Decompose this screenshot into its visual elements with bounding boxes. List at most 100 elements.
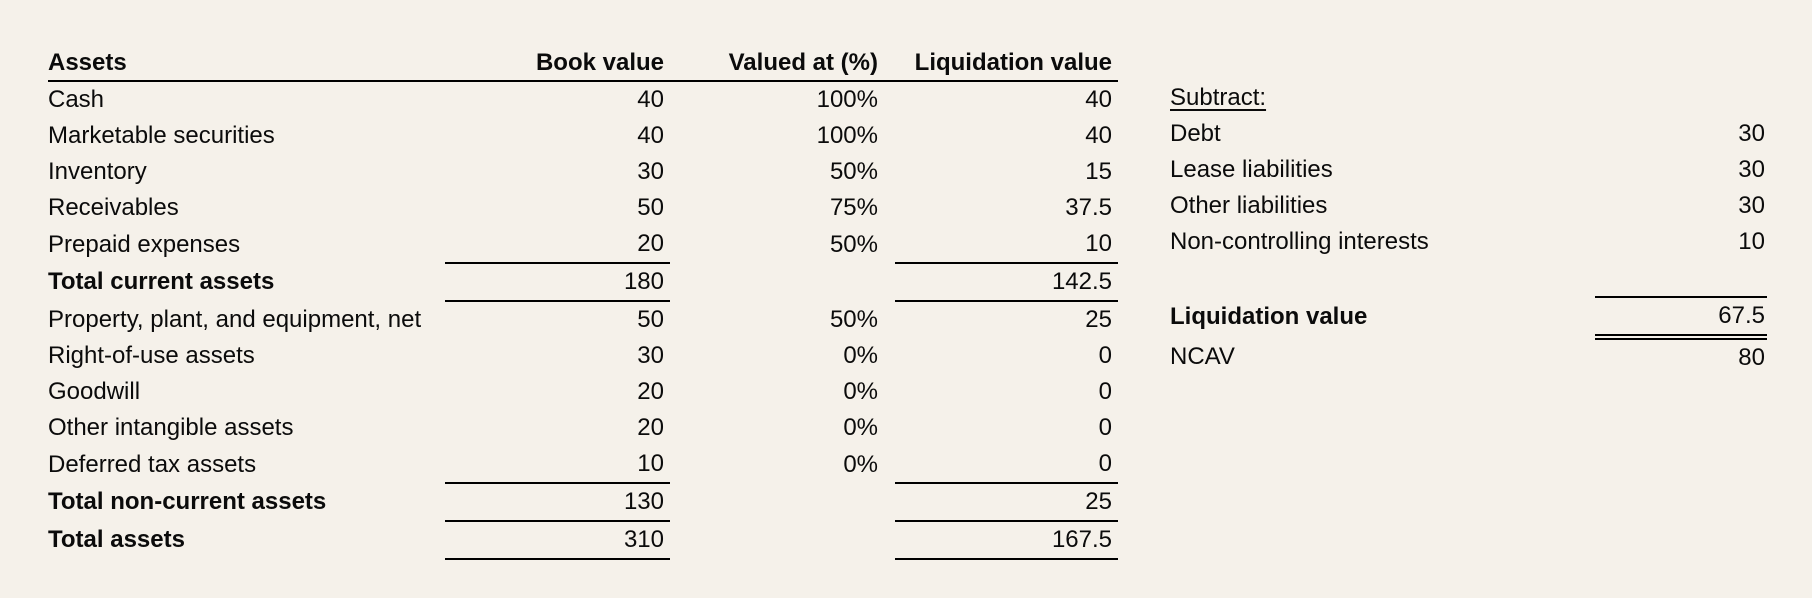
subtract-value: 30 <box>1738 192 1765 219</box>
subtract-title-value-cell <box>1595 80 1767 116</box>
asset-row: Cash 40 100% 40 <box>48 81 1118 118</box>
col-header-assets: Assets <box>48 46 445 82</box>
spacer-row <box>1170 260 1767 297</box>
valued-at-cell: 50% <box>829 230 878 258</box>
asset-label: Total current assets <box>48 268 275 295</box>
asset-label: Deferred tax assets <box>48 450 257 478</box>
valued-at-cell: 50% <box>829 158 878 185</box>
asset-label: Inventory <box>48 158 147 185</box>
asset-row: Marketable securities 40 100% 40 <box>48 118 1118 154</box>
valued-at-cell <box>670 483 880 521</box>
asset-row: Total non-current assets 130 25 <box>48 483 1118 522</box>
book-value-cell: 30 <box>637 158 664 185</box>
liquidation-value-amount: 67.5 <box>1595 296 1767 340</box>
asset-row: Right-of-use assets 30 0% 0 <box>48 338 1118 374</box>
subtract-row: Other liabilities 30 <box>1170 188 1767 224</box>
liquidation-value-cell: 10 <box>895 226 1118 264</box>
valued-at-cell: 100% <box>816 122 878 149</box>
liquidation-value-row: Liquidation value 67.5 <box>1170 296 1767 340</box>
liquidation-value-label: Liquidation value <box>1170 303 1368 330</box>
asset-row: Goodwill 20 0% 0 <box>48 374 1118 410</box>
liquidation-value-cell: 37.5 <box>1065 194 1112 221</box>
asset-label: Other intangible assets <box>48 414 294 441</box>
asset-label: Prepaid expenses <box>48 230 241 258</box>
valued-at-cell: 0% <box>843 342 878 369</box>
subtract-label: Debt <box>1170 120 1221 147</box>
asset-row: Total current assets 180 142.5 <box>48 263 1118 302</box>
book-value-cell: 180 <box>445 263 670 302</box>
asset-label: Total assets <box>48 526 185 553</box>
subtract-value: 30 <box>1738 120 1765 147</box>
assets-table: Assets Book value Valued at (%) Liquidat… <box>48 46 1118 560</box>
liquidation-value-cell: 15 <box>1085 158 1112 185</box>
spacer-cell <box>880 226 895 263</box>
book-value-cell: 20 <box>637 414 664 441</box>
asset-label: Right-of-use assets <box>48 342 255 369</box>
asset-label: Goodwill <box>48 378 141 405</box>
asset-row: Receivables 50 75% 37.5 <box>48 190 1118 226</box>
valued-at-cell: 50% <box>829 305 878 333</box>
spacer-cell <box>880 154 895 190</box>
spacer-cell <box>880 483 895 521</box>
book-value-cell: 50 <box>637 306 664 333</box>
asset-label: Property, plant, and equipment, net <box>48 305 422 333</box>
book-value-cell: 40 <box>637 122 664 149</box>
spacer-cell <box>880 301 895 338</box>
subtract-row: Debt 30 <box>1170 116 1767 152</box>
spacer-cell <box>880 521 895 559</box>
subtract-label: Other liabilities <box>1170 192 1328 219</box>
spacer-cell <box>880 81 895 118</box>
book-value-cell: 20 <box>445 226 670 264</box>
subtract-row: Lease liabilities 30 <box>1170 152 1767 188</box>
liquidation-value-cell: 0 <box>895 446 1118 484</box>
subtract-row: Non-controlling interests 10 <box>1170 224 1767 260</box>
spacer-cell <box>880 263 895 301</box>
liquidation-value-cell: 25 <box>895 483 1118 522</box>
subtract-title: Subtract: <box>1170 84 1267 111</box>
asset-row: Other intangible assets 20 0% 0 <box>48 410 1118 446</box>
book-value-cell: 130 <box>445 483 670 522</box>
valued-at-cell <box>670 521 880 559</box>
col-header-book-value: Book value <box>445 46 670 82</box>
asset-label: Receivables <box>48 194 179 221</box>
valued-at-cell: 0% <box>843 414 878 441</box>
assets-header-row: Assets Book value Valued at (%) Liquidat… <box>48 46 1118 82</box>
ncav-row: NCAV 80 <box>1170 337 1767 376</box>
book-value-cell: 30 <box>637 342 664 369</box>
subtract-value: 30 <box>1738 156 1765 183</box>
valued-at-cell <box>670 263 880 301</box>
asset-row: Prepaid expenses 20 50% 10 <box>48 226 1118 264</box>
liquidation-value-cell: 25 <box>1085 306 1112 333</box>
asset-row: Total assets 310 167.5 <box>48 521 1118 560</box>
asset-label: Total non-current assets <box>48 488 327 515</box>
liquidation-value-cell: 0 <box>1098 414 1112 441</box>
spacer-cell <box>880 446 895 483</box>
liquidation-value-cell: 167.5 <box>895 521 1118 560</box>
asset-label: Cash <box>48 86 105 113</box>
asset-row: Inventory 30 50% 15 <box>48 154 1118 190</box>
ncav-amount: 80 <box>1738 344 1765 371</box>
valued-at-cell: 0% <box>843 378 878 405</box>
ncav-label: NCAV <box>1170 342 1235 370</box>
asset-row: Property, plant, and equipment, net 50 50%… <box>48 301 1118 338</box>
spacer-cell <box>880 410 895 446</box>
book-value-cell: 50 <box>637 194 664 221</box>
spacer-cell <box>880 374 895 410</box>
book-value-cell: 10 <box>445 446 670 484</box>
asset-row: Deferred tax assets 10 0% 0 <box>48 446 1118 484</box>
valued-at-cell: 75% <box>829 194 878 221</box>
liquidation-value-cell: 0 <box>1098 378 1112 405</box>
book-value-cell: 40 <box>637 86 664 113</box>
spacer-cell <box>880 190 895 226</box>
spacer-cell <box>880 338 895 374</box>
asset-label: Marketable securities <box>48 122 275 149</box>
subtract-panel: Subtract: Debt 30 Lease liabilities 30 Other… <box>1170 80 1767 376</box>
subtract-value: 10 <box>1738 228 1765 255</box>
valued-at-cell: 0% <box>843 450 878 478</box>
valued-at-cell: 100% <box>816 86 878 113</box>
liquidation-value-cell: 0 <box>1098 342 1112 369</box>
subtract-label: Non-controlling interests <box>1170 228 1429 255</box>
col-header-valued-at: Valued at (%) <box>670 46 880 82</box>
subtract-title-row: Subtract: <box>1170 80 1767 116</box>
